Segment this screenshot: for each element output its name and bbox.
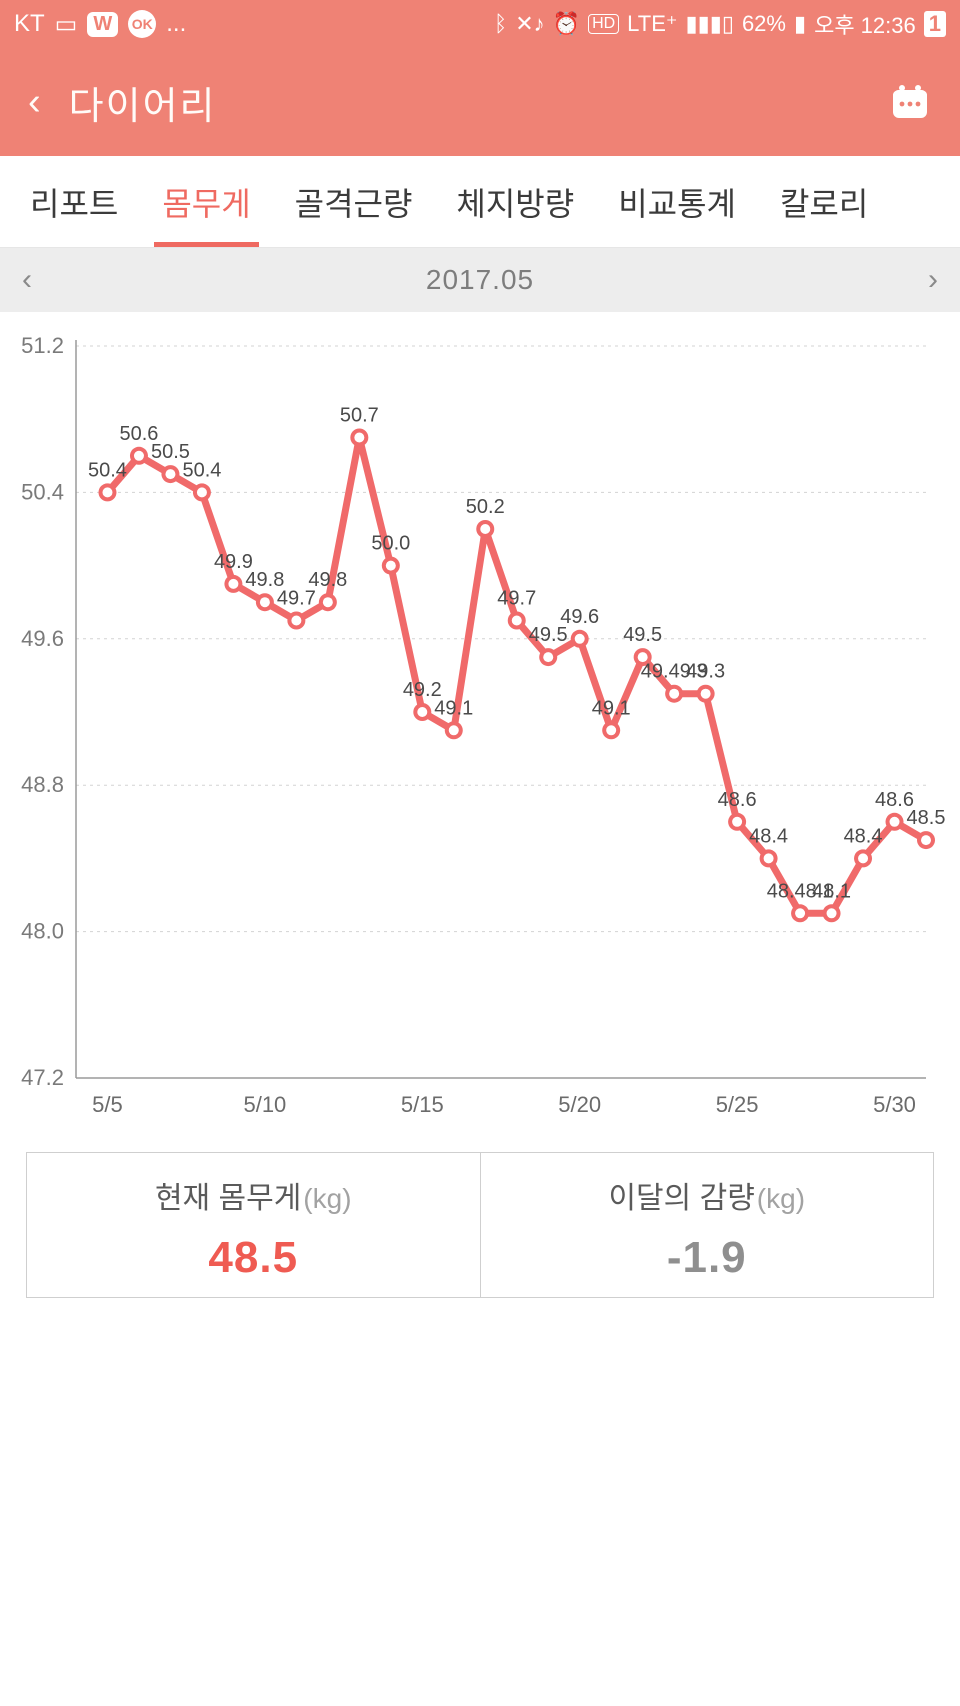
svg-text:5/10: 5/10 <box>243 1092 286 1117</box>
svg-text:48.8: 48.8 <box>21 772 64 797</box>
summary-delta-cell: 이달의 감량(kg) -1.9 <box>480 1153 934 1297</box>
calendar-button[interactable] <box>888 80 932 124</box>
alarm-icon: ⏰ <box>553 11 580 37</box>
vibrate-icon: ✕♪ <box>515 11 544 37</box>
svg-text:5/15: 5/15 <box>401 1092 444 1117</box>
month-nav: ‹ 2017.05 › <box>0 248 960 312</box>
tab-label: 체지방량 <box>456 179 574 225</box>
clock-label: 오후 12:36 <box>814 8 916 40</box>
label-unit: (kg) <box>757 1183 805 1214</box>
page-title: 다이어리 <box>69 75 860 130</box>
weight-chart-svg: 47.2 48.0 48.8 49.6 50.4 51.2 5/5 5/10 5/15 5/20 5… <box>14 328 946 1136</box>
tab-calorie[interactable]: 칼로리 <box>758 156 890 247</box>
svg-text:51.2: 51.2 <box>21 333 64 358</box>
svg-text:48.4: 48.4 <box>749 825 788 847</box>
svg-text:49.3: 49.3 <box>686 661 725 683</box>
svg-text:47.2: 47.2 <box>21 1065 64 1090</box>
month-label: 2017.05 <box>32 264 928 296</box>
tab-label: 비교통계 <box>618 179 736 225</box>
svg-text:48.4: 48.4 <box>844 825 883 847</box>
battery-pct: 62% <box>742 11 786 37</box>
tab-fat[interactable]: 체지방량 <box>434 156 596 247</box>
back-button[interactable]: ‹ <box>28 81 41 124</box>
svg-text:49.7: 49.7 <box>497 588 536 610</box>
svg-text:50.4: 50.4 <box>88 459 127 481</box>
svg-text:49.1: 49.1 <box>434 697 473 719</box>
month-prev-button[interactable]: ‹ <box>22 263 32 297</box>
status-right: ᛒ ✕♪ ⏰ HD LTE⁺ ▮▮▮▯ 62% ▮ 오후 12:36 1 <box>494 8 946 40</box>
tabs-bar: 리포트 몸무게 골격근량 체지방량 비교통계 칼로리 <box>0 156 960 248</box>
svg-text:49.6: 49.6 <box>21 626 64 651</box>
hd-icon: HD <box>588 14 619 34</box>
calendar-icon <box>888 80 932 124</box>
status-left: KT ▭ W OK ... <box>14 10 494 39</box>
svg-text:49.1: 49.1 <box>592 697 631 719</box>
label-text: 이달의 감량 <box>608 1182 754 1215</box>
summary-current-value: 48.5 <box>208 1233 298 1283</box>
summary-delta-value: -1.9 <box>667 1233 747 1283</box>
tab-muscle[interactable]: 골격근량 <box>273 156 435 247</box>
signal-icon: ▮▮▮▯ <box>686 11 734 37</box>
app-header: ‹ 다이어리 <box>0 48 960 156</box>
svg-text:48.6: 48.6 <box>718 789 757 811</box>
svg-text:49.5: 49.5 <box>623 624 662 646</box>
gallery-icon: ▭ <box>55 10 78 39</box>
summary-delta-label: 이달의 감량(kg) <box>608 1173 805 1217</box>
tab-label: 칼로리 <box>780 179 868 225</box>
svg-text:5/30: 5/30 <box>873 1092 916 1117</box>
carrier-label: KT <box>14 10 45 38</box>
weight-chart: 47.2 48.0 48.8 49.6 50.4 51.2 5/5 5/10 5/15 5/20 5… <box>0 312 960 1142</box>
svg-text:49.6: 49.6 <box>560 606 599 628</box>
sim-badge: 1 <box>924 11 946 37</box>
tab-compare[interactable]: 비교통계 <box>596 156 758 247</box>
svg-text:5/25: 5/25 <box>716 1092 759 1117</box>
more-icon: ... <box>166 10 186 38</box>
svg-text:50.0: 50.0 <box>371 533 410 555</box>
svg-text:5/20: 5/20 <box>558 1092 601 1117</box>
label-text: 현재 몸무게 <box>155 1182 301 1215</box>
svg-text:50.2: 50.2 <box>466 496 505 518</box>
svg-text:50.4: 50.4 <box>21 479 64 504</box>
status-bar: KT ▭ W OK ... ᛒ ✕♪ ⏰ HD LTE⁺ ▮▮▮▯ 62% ▮ … <box>0 0 960 48</box>
svg-text:50.7: 50.7 <box>340 405 379 427</box>
tab-label: 리포트 <box>30 179 118 225</box>
svg-text:49.8: 49.8 <box>308 569 347 591</box>
svg-text:48.5: 48.5 <box>907 807 946 829</box>
ok-badge-icon: OK <box>128 10 156 38</box>
network-label: LTE⁺ <box>627 11 677 37</box>
tab-label: 골격근량 <box>295 179 413 225</box>
tab-weight[interactable]: 몸무게 <box>140 156 272 247</box>
tab-label: 몸무게 <box>162 179 250 225</box>
month-next-button[interactable]: › <box>928 263 938 297</box>
svg-text:5/5: 5/5 <box>92 1092 123 1117</box>
svg-text:48.1: 48.1 <box>812 880 851 902</box>
label-unit: (kg) <box>303 1183 351 1214</box>
app-badge-icon: W <box>87 12 118 37</box>
tab-report[interactable]: 리포트 <box>8 156 140 247</box>
svg-text:48.0: 48.0 <box>21 919 64 944</box>
summary-table: 현재 몸무게(kg) 48.5 이달의 감량(kg) -1.9 <box>26 1152 934 1298</box>
summary-current-label: 현재 몸무게(kg) <box>155 1173 352 1217</box>
bluetooth-icon: ᛒ <box>494 11 507 37</box>
battery-icon: ▮ <box>794 11 806 37</box>
svg-text:50.4: 50.4 <box>182 459 221 481</box>
summary-current-cell: 현재 몸무게(kg) 48.5 <box>27 1153 480 1297</box>
